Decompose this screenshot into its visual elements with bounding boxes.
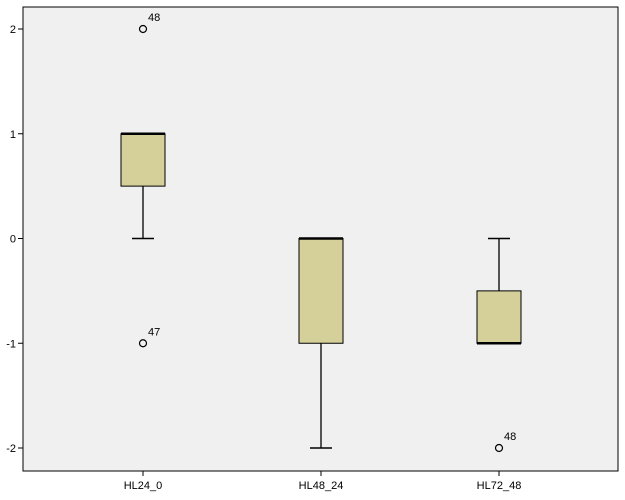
y-tick-label: -1 [6,338,16,350]
y-tick-label: 2 [10,24,16,36]
outlier-point [494,443,504,453]
iqr-box [298,238,344,344]
box-HL72_48: 48 [476,237,522,453]
x-tick-label: HL72_48 [477,480,522,492]
outlier-label: 48 [148,12,160,24]
box-HL24_0: 48 47 [120,12,166,348]
x-axis: HL24_0 HL48_24 HL72_48 [124,471,522,492]
outlier-point [138,339,148,348]
iqr-box [476,290,522,344]
x-tick-label: HL24_0 [124,480,163,492]
outlier-label: 48 [504,431,516,443]
y-axis: 2 1 0 -1 -2 [6,24,23,455]
y-tick-label: -2 [6,443,16,455]
y-tick-label: 0 [10,234,16,246]
outlier-label: 47 [148,326,160,338]
box-series: 48 47 48 [120,12,522,453]
x-tick-label: HL48_24 [299,480,344,492]
outlier-point [138,24,148,34]
iqr-box [120,133,166,187]
y-tick-label: 1 [10,129,16,141]
box-HL48_24 [298,237,344,449]
